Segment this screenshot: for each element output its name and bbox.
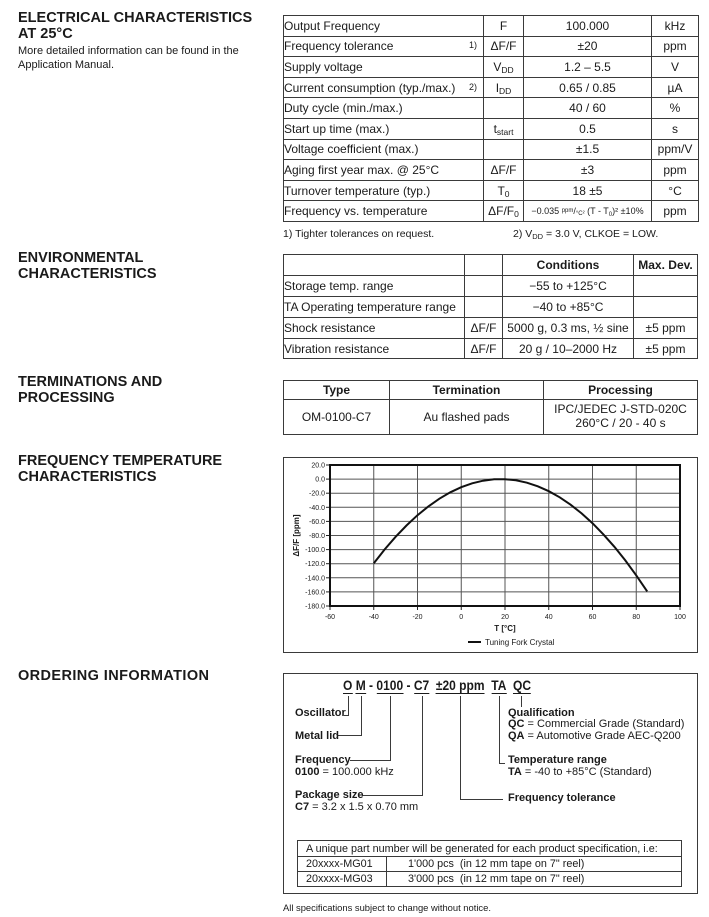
- svg-text:-80.0: -80.0: [309, 533, 325, 540]
- svg-text:-40: -40: [369, 614, 379, 621]
- svg-text:-160.0: -160.0: [305, 589, 325, 596]
- svg-text:-140.0: -140.0: [305, 575, 325, 582]
- svg-text:Tuning Fork Crystal: Tuning Fork Crystal: [485, 638, 555, 647]
- svg-text:100: 100: [674, 614, 686, 621]
- svg-text:80: 80: [632, 614, 640, 621]
- svg-text:T [°C]: T [°C]: [494, 624, 516, 633]
- svg-text:0: 0: [459, 614, 463, 621]
- svg-text:-60: -60: [325, 614, 335, 621]
- svg-text:60: 60: [589, 614, 597, 621]
- svg-text:40: 40: [545, 614, 553, 621]
- svg-text:-60.0: -60.0: [309, 519, 325, 526]
- svg-text:-100.0: -100.0: [305, 547, 325, 554]
- svg-text:-20: -20: [412, 614, 422, 621]
- svg-text:-180.0: -180.0: [305, 604, 325, 611]
- svg-text:20.0: 20.0: [311, 463, 325, 470]
- svg-text:-40.0: -40.0: [309, 505, 325, 512]
- svg-text:-120.0: -120.0: [305, 561, 325, 568]
- svg-text:20: 20: [501, 614, 509, 621]
- svg-text:-20.0: -20.0: [309, 491, 325, 498]
- svg-text:ΔF/F [ppm]: ΔF/F [ppm]: [292, 514, 301, 557]
- svg-text:0.0: 0.0: [315, 477, 325, 484]
